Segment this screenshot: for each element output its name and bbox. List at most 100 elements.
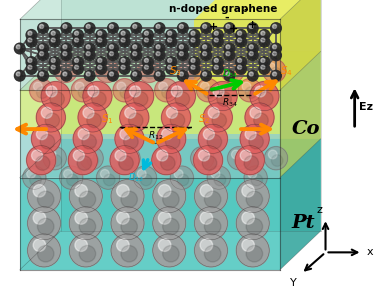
Circle shape [236,207,269,240]
Circle shape [203,87,215,98]
Text: $S_1$: $S_1$ [101,113,113,126]
Circle shape [47,150,56,159]
Circle shape [177,50,188,61]
Circle shape [262,40,268,46]
Circle shape [119,36,130,47]
Circle shape [17,47,23,52]
Circle shape [238,65,242,69]
Circle shape [157,26,163,32]
Circle shape [117,212,129,224]
Circle shape [186,67,198,79]
Polygon shape [20,90,280,134]
Circle shape [239,40,244,46]
Circle shape [29,67,35,73]
Polygon shape [280,0,321,90]
Circle shape [87,47,93,52]
Circle shape [242,82,251,91]
Circle shape [159,82,168,91]
Circle shape [239,33,244,39]
Circle shape [78,129,89,140]
Circle shape [133,45,137,49]
Circle shape [212,113,226,128]
Circle shape [28,38,32,42]
Circle shape [119,64,130,74]
Circle shape [134,54,139,59]
Circle shape [200,82,209,91]
Circle shape [191,147,214,170]
Circle shape [192,67,198,73]
Circle shape [41,74,46,79]
Circle shape [16,72,20,76]
Circle shape [261,58,265,62]
Circle shape [170,113,185,128]
Circle shape [170,166,193,189]
Circle shape [249,52,253,56]
Circle shape [133,52,137,56]
Circle shape [61,67,73,79]
Circle shape [168,38,172,42]
Circle shape [153,207,186,240]
Circle shape [251,174,263,186]
Circle shape [204,26,209,32]
Circle shape [271,155,283,166]
Circle shape [119,156,133,170]
Circle shape [250,47,256,52]
Circle shape [54,59,77,82]
Circle shape [52,67,58,73]
Circle shape [122,60,128,66]
Circle shape [131,43,142,54]
Circle shape [166,36,177,47]
Circle shape [51,38,55,42]
Circle shape [156,24,160,29]
Circle shape [264,147,288,170]
Circle shape [247,50,258,61]
Circle shape [142,36,153,47]
Circle shape [121,31,125,35]
Circle shape [179,72,184,76]
Circle shape [84,50,95,61]
Text: $D_{34}$: $D_{34}$ [222,67,239,80]
Circle shape [63,72,67,76]
Circle shape [214,31,218,35]
Circle shape [203,45,207,49]
Circle shape [86,52,90,56]
Circle shape [181,54,186,59]
Circle shape [146,60,151,66]
Circle shape [66,174,78,186]
Circle shape [74,38,79,42]
Circle shape [115,124,144,153]
Circle shape [84,23,95,33]
Circle shape [163,245,179,262]
Circle shape [215,33,221,39]
Circle shape [201,43,212,54]
Circle shape [96,30,107,40]
Circle shape [14,70,25,81]
Circle shape [30,174,41,186]
Circle shape [38,218,54,235]
Circle shape [87,26,93,32]
Circle shape [52,60,58,66]
Polygon shape [60,52,321,139]
Circle shape [119,57,130,67]
Circle shape [103,67,114,79]
Circle shape [120,129,131,140]
Circle shape [76,40,81,46]
Circle shape [262,60,268,66]
Circle shape [111,26,116,32]
Circle shape [259,57,270,67]
Circle shape [242,185,254,197]
Circle shape [259,64,270,74]
Circle shape [156,52,160,56]
Circle shape [228,147,251,170]
Circle shape [33,239,46,251]
Circle shape [84,150,93,159]
Circle shape [263,59,286,82]
Circle shape [87,113,101,128]
Circle shape [100,63,109,71]
Circle shape [203,52,207,56]
Text: -: - [224,12,229,22]
Polygon shape [20,0,321,19]
Circle shape [49,57,60,67]
Circle shape [168,31,172,35]
Circle shape [28,31,32,35]
